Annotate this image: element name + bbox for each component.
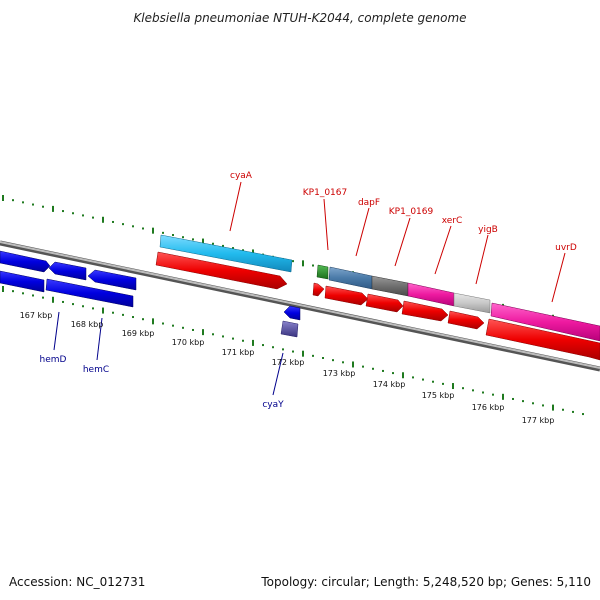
feature-hem-blue-1[interactable] xyxy=(0,250,51,273)
feature-KP1_0167[interactable] xyxy=(316,264,329,280)
gene-label-hemD[interactable]: hemD xyxy=(40,355,67,365)
tick-label-171: 171 kbp xyxy=(222,348,255,357)
tick-label-176: 176 kbp xyxy=(472,403,505,412)
feature-cds-3[interactable] xyxy=(401,300,449,322)
tick-label-170: 170 kbp xyxy=(172,338,205,347)
feature-xerC[interactable] xyxy=(407,282,455,307)
gene-labels: cyaA KP1_0167 dapF KP1_0169 xerC yigB uv… xyxy=(40,171,577,410)
topology-text: Topology: circular; Length: 5,248,520 bp… xyxy=(260,575,591,589)
gene-label-cyaY[interactable]: cyaY xyxy=(262,400,284,410)
gene-label-xerC[interactable]: xerC xyxy=(442,216,463,226)
gene-label-KP1_0169[interactable]: KP1_0169 xyxy=(389,207,434,217)
gene-label-yigB[interactable]: yigB xyxy=(478,225,498,235)
genome-backbone-highlight xyxy=(0,241,600,369)
feature-cds-1[interactable] xyxy=(324,285,369,306)
tick-labels: 167 kbp 168 kbp 169 kbp 170 kbp 171 kbp … xyxy=(20,311,555,425)
feature-cyaY[interactable] xyxy=(280,320,299,338)
gene-label-hemC[interactable]: hemC xyxy=(83,365,109,375)
feature-hemC[interactable] xyxy=(45,278,134,308)
feature-cds-2[interactable] xyxy=(365,293,404,313)
feature-cds-small[interactable] xyxy=(312,282,325,297)
gene-label-cyaA[interactable]: cyaA xyxy=(230,171,253,181)
feature-cds-5[interactable] xyxy=(485,318,600,361)
feature-cds-4[interactable] xyxy=(447,310,485,330)
feature-hemD[interactable] xyxy=(0,270,45,293)
feature-cyaY-blue[interactable] xyxy=(283,305,301,321)
accession-text: Accession: NC_012731 xyxy=(9,575,145,589)
feature-hem-blue-3[interactable] xyxy=(87,269,137,291)
tick-label-174: 174 kbp xyxy=(373,380,406,389)
gene-label-uvrD[interactable]: uvrD xyxy=(555,243,577,253)
feature-blocks xyxy=(0,234,600,361)
tick-label-173: 173 kbp xyxy=(323,369,356,378)
tick-label-175: 175 kbp xyxy=(422,391,455,400)
tick-label-177: 177 kbp xyxy=(522,416,555,425)
tick-label-172: 172 kbp xyxy=(272,358,305,367)
gene-label-dapF[interactable]: dapF xyxy=(358,198,380,208)
feature-dapF[interactable] xyxy=(328,266,373,290)
feature-hem-blue-2[interactable] xyxy=(48,261,87,281)
feature-cyaA[interactable] xyxy=(159,234,293,273)
feature-yigB[interactable] xyxy=(453,292,491,314)
feature-uvrD[interactable] xyxy=(490,302,600,342)
tick-label-169: 169 kbp xyxy=(122,329,155,338)
label-leader-lines xyxy=(53,181,566,396)
feature-cyaA-cds[interactable] xyxy=(155,251,288,290)
tick-label-168: 168 kbp xyxy=(71,320,104,329)
gene-label-KP1_0167[interactable]: KP1_0167 xyxy=(303,188,347,198)
map-title: Klebsiella pneumoniae NTUH-K2044, comple… xyxy=(133,11,466,25)
feature-KP1_0169[interactable] xyxy=(371,275,409,297)
tick-label-167: 167 kbp xyxy=(20,311,53,320)
lower-tick-track xyxy=(2,286,584,416)
